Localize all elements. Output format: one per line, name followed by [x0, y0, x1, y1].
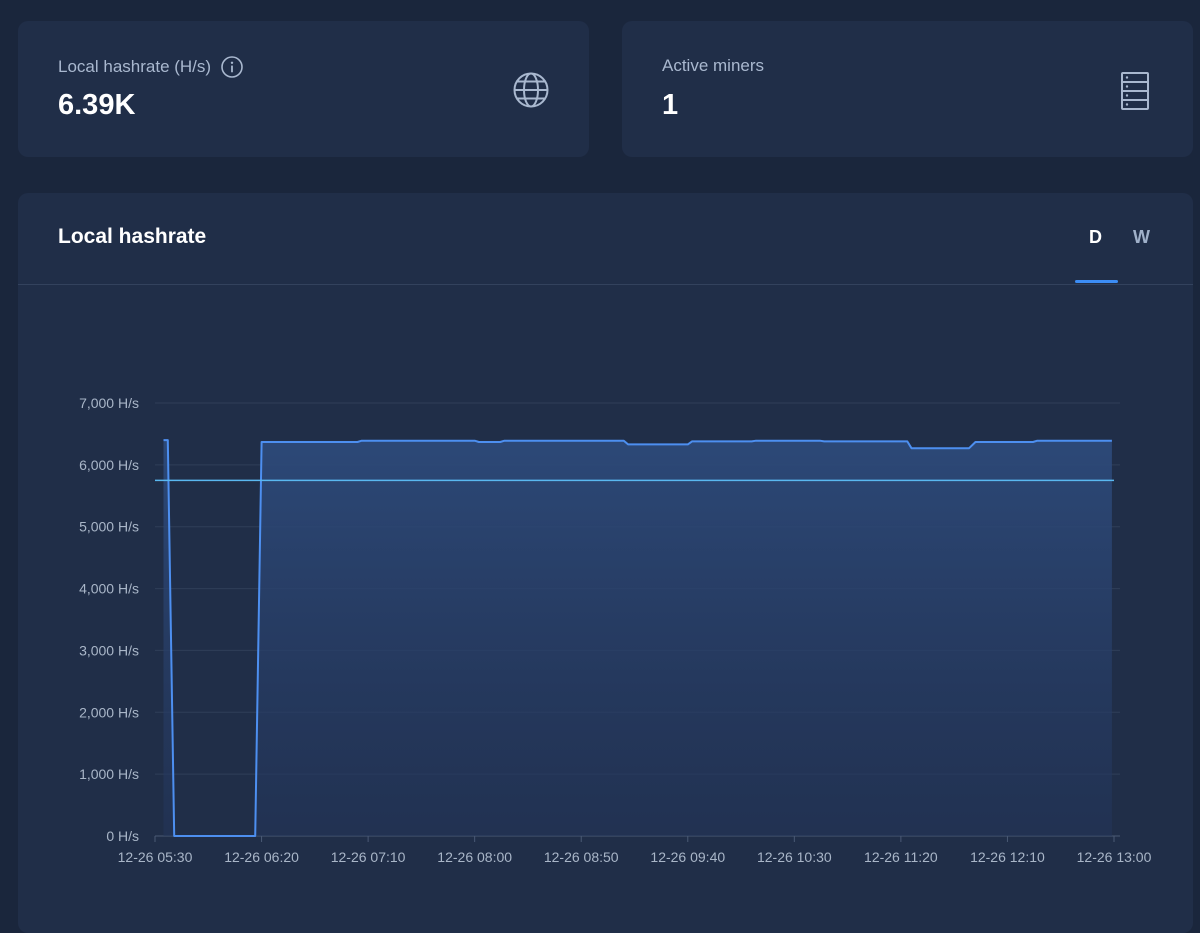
x-tick-label: 12-26 10:30	[757, 849, 832, 865]
x-tick-label: 12-26 05:30	[118, 849, 193, 865]
y-tick-label: 2,000 H/s	[79, 704, 139, 720]
y-tick-label: 7,000 H/s	[79, 395, 139, 411]
active-miners-value: 1	[662, 89, 679, 121]
x-tick-label: 12-26 11:20	[864, 849, 938, 865]
tab-week[interactable]: W	[1133, 227, 1150, 247]
hashrate-label: Local hashrate (H/s)	[58, 57, 212, 76]
y-tick-label: 5,000 H/s	[79, 519, 139, 535]
active-miners-label: Active miners	[662, 56, 765, 75]
x-tick-label: 12-26 09:40	[650, 849, 725, 865]
tab-day[interactable]: D	[1089, 227, 1102, 247]
x-tick-label: 12-26 08:50	[544, 849, 619, 865]
chart-title: Local hashrate	[58, 225, 207, 248]
y-tick-label: 3,000 H/s	[79, 642, 139, 658]
hashrate-value: 6.39K	[58, 89, 136, 121]
y-tick-label: 0 H/s	[106, 828, 139, 844]
hashrate-line	[163, 439, 1112, 837]
active-tab-indicator	[1075, 280, 1118, 283]
x-tick-label: 12-26 08:00	[437, 849, 512, 865]
globe-icon	[513, 72, 549, 108]
y-tick-label: 4,000 H/s	[79, 581, 139, 597]
x-tick-label: 12-26 06:20	[224, 849, 299, 865]
hashrate-card: Local hashrate (H/s) 6.39K	[18, 21, 589, 157]
chart-header: Local hashrate D W	[18, 193, 1193, 285]
x-tick-label: 12-26 07:10	[331, 849, 406, 865]
y-tick-label: 6,000 H/s	[79, 457, 139, 473]
hashrate-chart[interactable]: 0 H/s 1,000 H/s 2,000 H/s 3,000 H/s 4,000 H/…	[18, 193, 1193, 913]
y-tick-label: 1,000 H/s	[79, 766, 139, 782]
hashrate-area	[163, 440, 1112, 836]
server-icon	[1121, 72, 1149, 110]
miners-label-row: Active miners	[662, 56, 764, 76]
active-miners-card: Active miners 1	[622, 21, 1193, 157]
info-icon[interactable]	[221, 56, 243, 78]
hashrate-label-row: Local hashrate (H/s)	[58, 56, 243, 78]
x-tick-label: 12-26 13:00	[1077, 849, 1152, 865]
x-tick-label: 12-26 12:10	[970, 849, 1045, 865]
hashrate-chart-card: Local hashrate D W 0 H/s 1,000 H/s 2,000 H…	[18, 193, 1193, 933]
